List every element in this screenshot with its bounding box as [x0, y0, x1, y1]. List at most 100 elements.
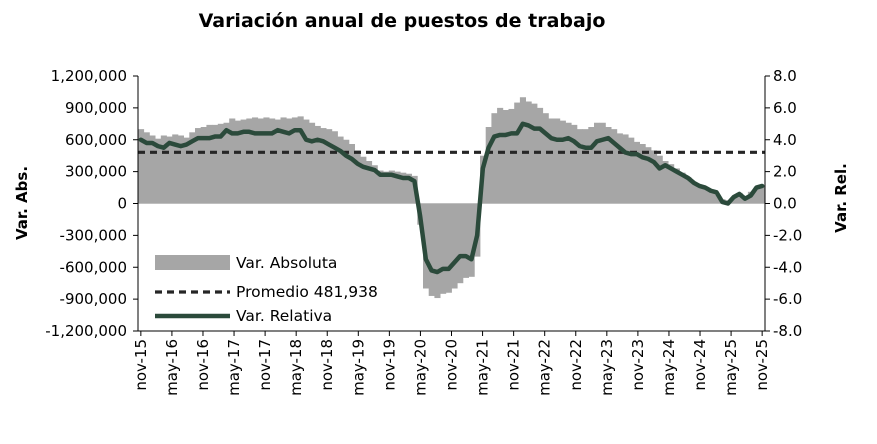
y-tick-label-7: -900,000 [60, 290, 127, 308]
x-tick-label-8: nov-19 [380, 339, 398, 391]
bar-85 [622, 134, 629, 204]
bar-55 [451, 203, 458, 289]
bar-18 [240, 119, 247, 204]
bar-71 [542, 113, 549, 204]
x-tick-label-20: nov-25 [753, 339, 771, 391]
bar-35 [337, 136, 344, 204]
bar-89 [645, 147, 652, 204]
bar-8 [183, 137, 190, 204]
bar-3 [155, 138, 162, 204]
y-tick-label-1: 900,000 [65, 99, 127, 117]
bar-72 [548, 118, 555, 204]
x-tick-label-17: may-24 [660, 339, 678, 396]
bar-91 [656, 155, 663, 204]
bar-10 [195, 128, 202, 204]
bar-87 [633, 141, 640, 204]
bar-54 [445, 203, 452, 293]
bar-28 [297, 116, 304, 204]
x-tick-label-6: nov-18 [318, 339, 336, 391]
bar-95 [679, 172, 686, 204]
bar-63 [497, 107, 504, 204]
bar-64 [502, 110, 509, 204]
bar-21 [257, 118, 264, 204]
bar-24 [274, 119, 281, 204]
bar-0 [138, 129, 145, 204]
bar-52 [434, 203, 441, 299]
legend-swatch-absoluta [155, 255, 230, 270]
bar-96 [685, 176, 692, 204]
y2-axis-label: Var. Rel. [832, 163, 850, 233]
bar-9 [189, 132, 196, 204]
bar-43 [383, 171, 390, 204]
x-tick-label-14: nov-22 [567, 339, 585, 391]
bar-34 [331, 131, 338, 204]
bar-78 [582, 129, 589, 204]
legend: Var. Absoluta Promedio 481,938 Var. Rela… [155, 254, 378, 325]
x-tick-label-11: may-21 [474, 339, 492, 396]
bar-13 [212, 124, 219, 204]
bar-67 [519, 97, 526, 204]
bar-29 [303, 119, 310, 204]
bar-109 [759, 186, 766, 204]
bar-93 [668, 164, 675, 204]
bar-61 [485, 127, 492, 204]
y2-tick-label-4: 0.0 [773, 195, 797, 213]
bar-16 [229, 118, 236, 204]
bar-38 [354, 150, 361, 204]
y-tick-label-5: -300,000 [60, 226, 127, 244]
legend-label-relativa: Var. Relativa [236, 307, 332, 325]
y2-tick-label-8: -8.0 [773, 322, 802, 340]
bar-73 [554, 118, 561, 204]
y2-tick-label-1: 6.0 [773, 99, 797, 117]
bar-7 [177, 135, 184, 204]
bar-44 [388, 170, 395, 204]
bar-98 [696, 185, 703, 204]
bar-62 [491, 113, 498, 204]
bar-32 [320, 128, 327, 204]
bar-1 [143, 132, 150, 204]
bar-99 [702, 187, 709, 204]
x-tick-label-19: may-25 [722, 339, 740, 396]
bar-17 [234, 120, 241, 204]
bar-4 [160, 135, 167, 204]
bar-12 [206, 124, 213, 204]
bar-104 [730, 197, 737, 204]
x-tick-label-13: may-22 [536, 339, 554, 396]
bar-45 [394, 171, 401, 204]
y2-tick-label-5: -2.0 [773, 226, 802, 244]
bar-79 [588, 127, 595, 204]
y2-tick-label-0: 8.0 [773, 67, 797, 85]
bar-92 [662, 161, 669, 204]
y-tick-label-0: 1,200,000 [51, 67, 127, 85]
x-tick-label-0: nov-15 [132, 339, 150, 391]
bar-2 [149, 135, 156, 204]
bar-30 [309, 122, 316, 204]
bar-20 [252, 117, 259, 204]
x-tick-label-5: may-18 [287, 339, 305, 396]
y-axis-label: Var. Abs. [13, 166, 31, 240]
bar-53 [440, 203, 447, 294]
y2-tick-label-2: 4.0 [773, 131, 797, 149]
bar-66 [514, 102, 521, 204]
bar-33 [326, 129, 333, 204]
bar-47 [405, 173, 412, 204]
bar-90 [651, 150, 658, 204]
relative-line [138, 121, 765, 275]
bar-101 [713, 193, 720, 204]
bar-83 [611, 129, 618, 204]
bar-46 [400, 172, 407, 204]
x-tick-label-9: may-20 [411, 339, 429, 396]
bar-94 [673, 168, 680, 204]
bar-58 [468, 203, 475, 277]
bar-36 [343, 139, 350, 204]
bar-5 [166, 136, 173, 204]
bar-76 [571, 124, 578, 204]
bar-100 [708, 190, 715, 204]
bar-26 [286, 118, 293, 204]
bar-40 [366, 161, 373, 204]
bar-84 [616, 133, 623, 204]
bar-39 [360, 156, 367, 204]
bar-88 [639, 144, 646, 204]
